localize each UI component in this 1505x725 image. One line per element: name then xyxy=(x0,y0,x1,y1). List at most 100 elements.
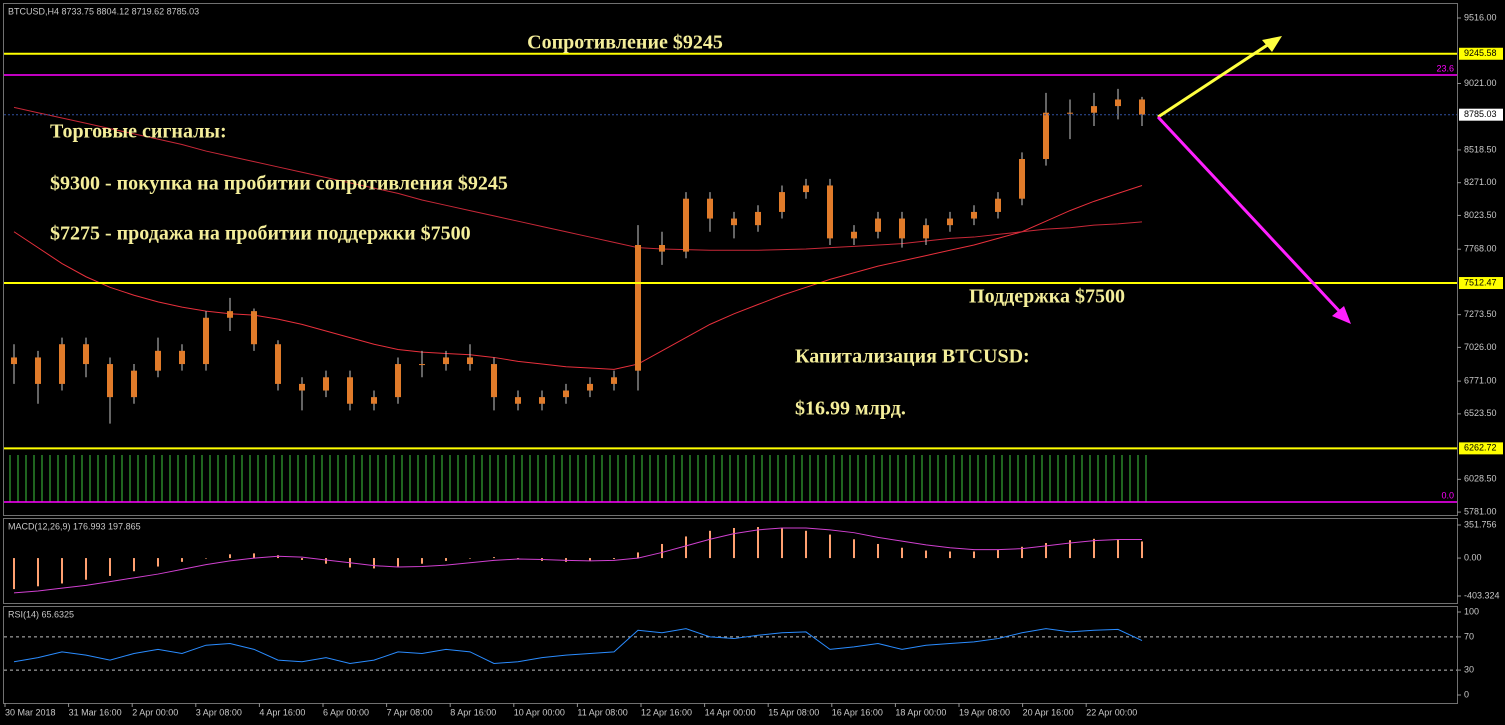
y-tick-label: 0.00 xyxy=(1464,552,1482,562)
x-tick-label: 6 Apr 00:00 xyxy=(323,707,369,717)
macd-bar xyxy=(709,530,711,559)
macd-bar xyxy=(685,536,687,559)
current-price-label: 8785.03 xyxy=(1464,109,1497,119)
candle-body xyxy=(779,192,785,212)
x-tick-label: 18 Apr 00:00 xyxy=(895,707,946,717)
candle-body xyxy=(371,397,377,404)
moving-average xyxy=(13,184,1143,370)
y-tick-label: 30 xyxy=(1464,664,1474,674)
candle-body xyxy=(707,198,713,219)
macd-bar xyxy=(445,558,447,561)
macd-bar xyxy=(829,534,831,559)
macd-bar xyxy=(853,539,855,559)
macd-panel xyxy=(3,518,1458,604)
candle-body xyxy=(323,377,329,391)
macd-bar xyxy=(181,558,183,562)
candle-body xyxy=(299,383,305,391)
chart-title: BTCUSD,H4 8733.75 8804.12 8719.62 8785.0… xyxy=(8,6,199,16)
candle-body xyxy=(491,364,497,398)
y-tick-label: 0 xyxy=(1464,689,1469,699)
level-label: 7512.47 xyxy=(1464,277,1497,287)
candle-body xyxy=(1067,112,1073,114)
macd-bar xyxy=(469,558,471,559)
candle-body xyxy=(827,185,833,239)
candle-body xyxy=(11,357,17,365)
macd-bar xyxy=(493,557,495,559)
fib-label: 0.0 xyxy=(1441,490,1454,500)
candle-body xyxy=(1115,99,1121,107)
candle-body xyxy=(611,377,617,384)
macd-bar xyxy=(877,543,879,559)
candle-body xyxy=(1043,112,1049,160)
annotation: Сопротивление $9245 xyxy=(527,32,723,54)
candle-body xyxy=(659,244,665,252)
x-tick-label: 3 Apr 08:00 xyxy=(196,707,242,717)
macd-bar xyxy=(805,530,807,559)
candle-body xyxy=(107,364,113,398)
macd-bar xyxy=(1093,538,1095,559)
macd-bar xyxy=(1069,540,1071,559)
annotation: $9300 - покупка на пробитии сопротивлени… xyxy=(50,173,508,195)
macd-bar xyxy=(373,558,375,569)
y-tick-label: 7273.50 xyxy=(1464,309,1497,319)
candle-body xyxy=(419,364,425,366)
macd-bar xyxy=(1045,543,1047,559)
macd-bar xyxy=(637,552,639,559)
level-label-bg xyxy=(1459,442,1503,455)
macd-bar xyxy=(109,558,111,576)
macd-bar xyxy=(301,558,303,560)
macd-bar xyxy=(781,527,783,559)
arrow-head xyxy=(1332,306,1351,324)
x-tick-label: 15 Apr 08:00 xyxy=(768,707,819,717)
level-label: 9245.58 xyxy=(1464,48,1497,58)
x-tick-label: 11 Apr 08:00 xyxy=(577,707,627,717)
macd-bar xyxy=(733,527,735,559)
x-tick-label: 31 Mar 16:00 xyxy=(69,707,122,717)
macd-bar xyxy=(757,527,759,559)
x-tick-label: 4 Apr 16:00 xyxy=(259,707,305,717)
macd-bar xyxy=(661,543,663,559)
moving-average xyxy=(13,106,1143,251)
y-tick-label: 8023.50 xyxy=(1464,210,1497,220)
y-tick-label: 9021.00 xyxy=(1464,78,1497,88)
y-tick-label: 7768.00 xyxy=(1464,244,1497,254)
macd-bar xyxy=(1021,546,1023,559)
macd-bar xyxy=(925,550,927,559)
annotation: $16.99 млрд. xyxy=(795,398,906,420)
candle-body xyxy=(803,185,809,193)
candle-body xyxy=(563,390,569,398)
plot-layer: 9516.00 9021.00 8518.50 8271.00 8023.50 7768.… xyxy=(4,12,1503,717)
macd-title: MACD(12,26,9) 176.993 197.865 xyxy=(8,521,141,531)
annotation: $7275 - продажа на пробитии поддержки $7… xyxy=(50,223,471,245)
macd-bar xyxy=(205,558,207,559)
signal-line xyxy=(13,527,1143,594)
x-tick-label: 22 Apr 00:00 xyxy=(1086,707,1137,717)
candle-body xyxy=(731,218,737,226)
main-panel xyxy=(3,3,1458,516)
x-tick-label: 16 Apr 16:00 xyxy=(832,707,883,717)
macd-bar xyxy=(157,558,159,567)
candle-body xyxy=(539,397,545,404)
y-tick-label: 8271.00 xyxy=(1464,177,1497,187)
y-tick-label: 100 xyxy=(1464,606,1479,616)
macd-bar xyxy=(901,547,903,559)
candle-body xyxy=(179,350,185,365)
y-tick-label: 6523.50 xyxy=(1464,408,1497,418)
macd-bar xyxy=(85,558,87,580)
candle-body xyxy=(515,397,521,404)
macd-bar xyxy=(589,558,591,561)
x-tick-label: 20 Apr 16:00 xyxy=(1023,707,1074,717)
macd-bar xyxy=(253,553,255,559)
candle-body xyxy=(131,370,137,398)
rsi-line xyxy=(13,628,1143,664)
macd-bar xyxy=(397,558,399,567)
macd-bar xyxy=(973,551,975,559)
annotation: Поддержка $7500 xyxy=(969,286,1125,308)
macd-bar xyxy=(1141,541,1143,559)
annotation: Капитализация BTCUSD: xyxy=(795,346,1030,368)
arrow-up xyxy=(1157,40,1273,119)
candle-body xyxy=(923,225,929,239)
x-tick-label: 14 Apr 00:00 xyxy=(705,707,756,717)
